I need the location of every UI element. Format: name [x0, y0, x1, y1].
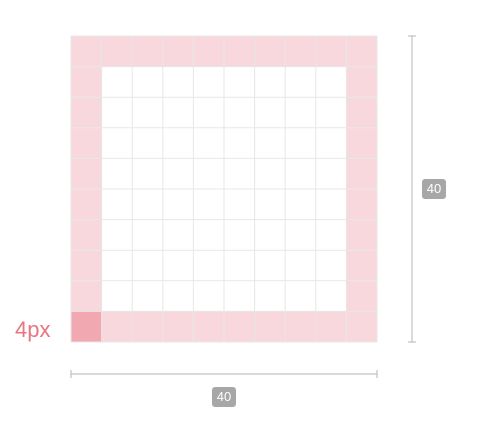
corner-highlight-cell: [71, 311, 102, 342]
width-badge: 40: [212, 387, 236, 407]
height-badge: 40: [422, 179, 446, 199]
corner-size-label: 4px: [15, 317, 51, 342]
